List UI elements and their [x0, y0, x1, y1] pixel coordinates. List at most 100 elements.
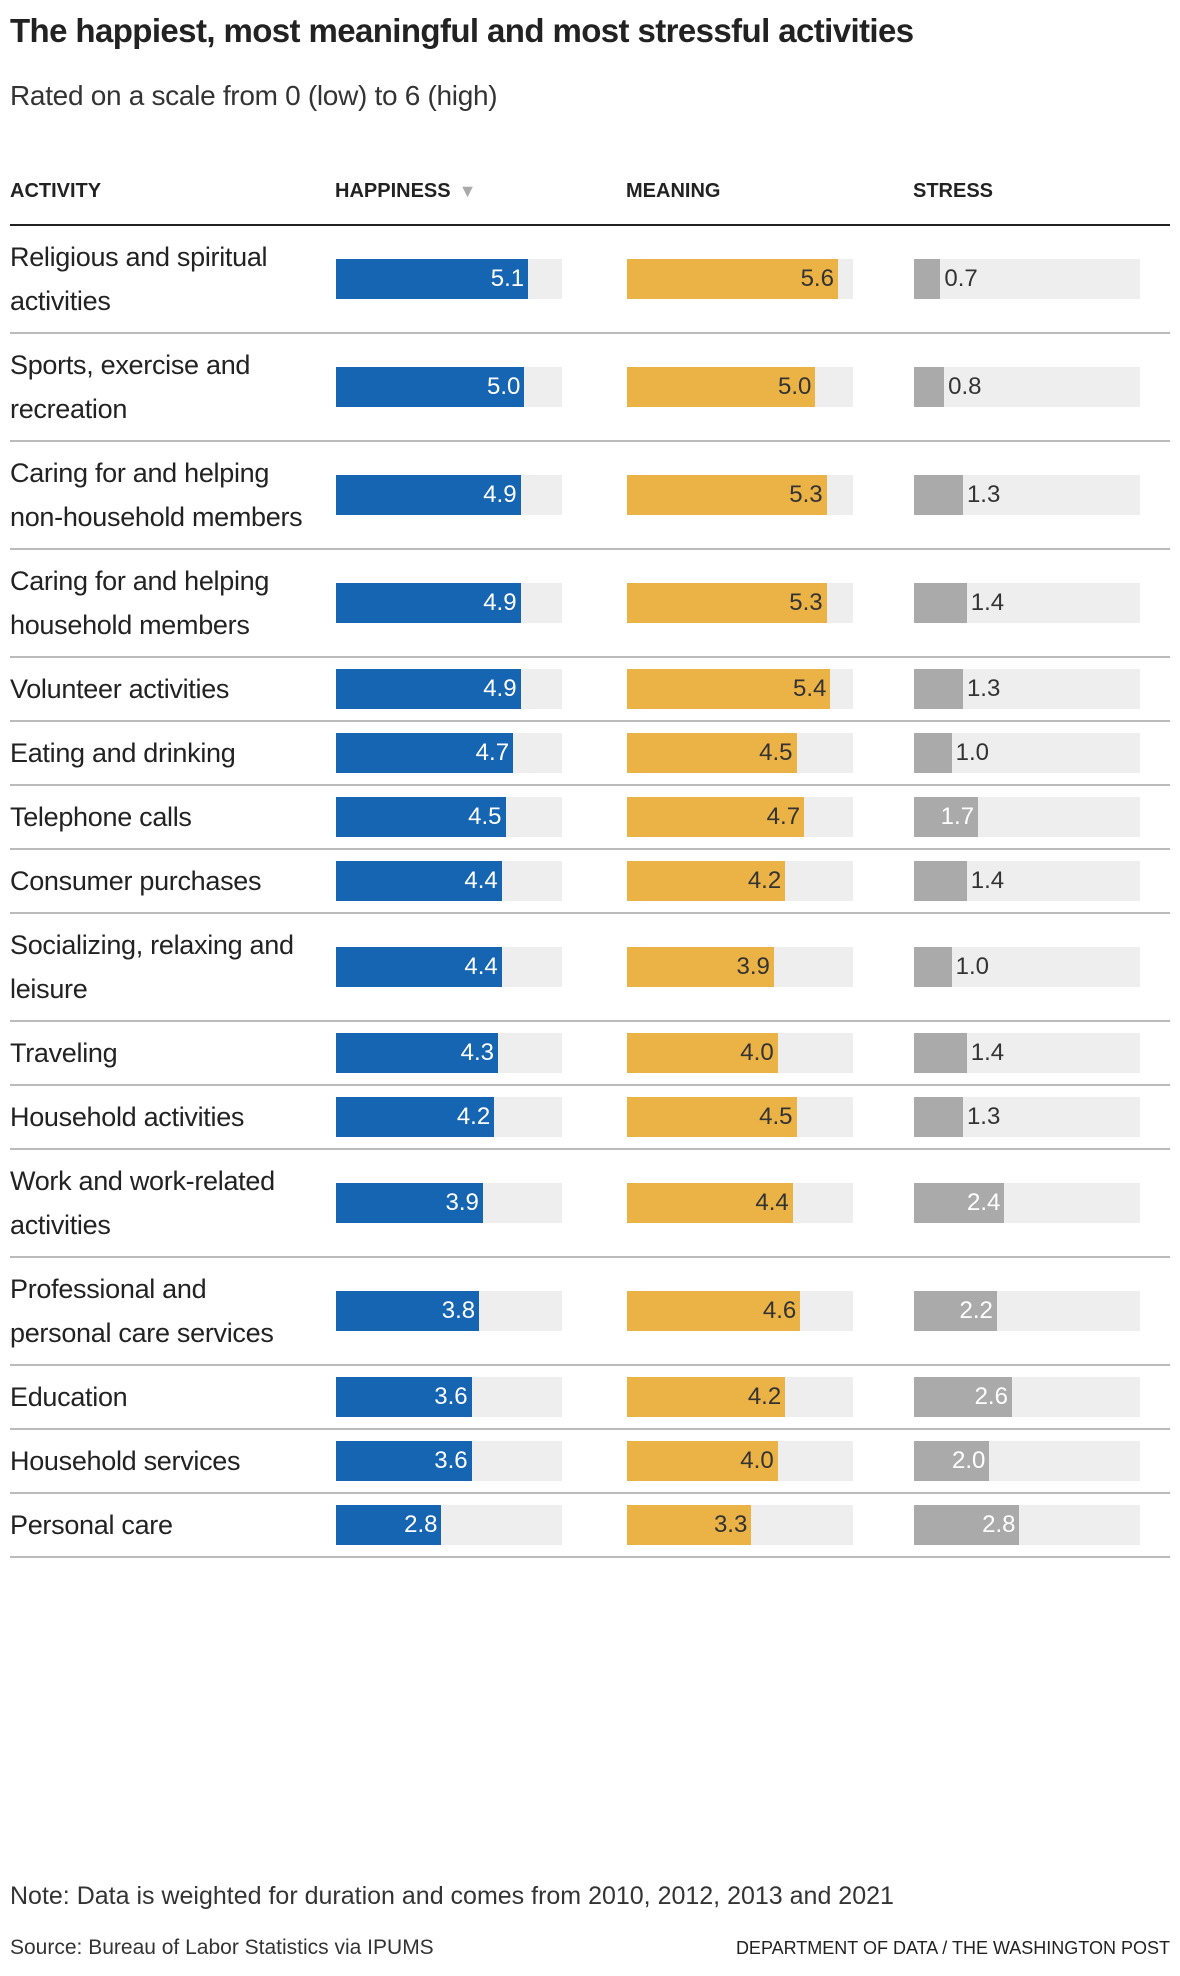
credit-line: DEPARTMENT OF DATA / THE WASHINGTON POST: [735, 1938, 1170, 1958]
happiness-bar: [336, 1033, 498, 1073]
activity-label: Volunteer activities: [10, 674, 230, 704]
activity-label: Education: [10, 1382, 128, 1412]
meaning-bar-track: 5.0: [627, 367, 853, 407]
chart-title: The happiest, most meaningful and most s…: [10, 12, 914, 49]
happiness-bar-track: 4.4: [336, 947, 562, 987]
stress-value-label: 1.3: [966, 481, 1001, 508]
happiness-value-label: 5.0: [486, 373, 521, 400]
meaning-value-label: 4.7: [766, 803, 801, 830]
table-row: Telephone calls 4.5 4.7 1.7: [10, 786, 1170, 850]
meaning-value-label: 3.3: [713, 1511, 748, 1538]
stress-value-label: 1.3: [966, 1103, 1001, 1130]
meaning-bar-track: 5.3: [627, 583, 853, 623]
table-row: Consumer purchases 4.4 4.2 1.4: [10, 850, 1170, 914]
happiness-value-label: 4.9: [483, 589, 517, 616]
stress-bar: [914, 797, 979, 837]
stress-bar-track: 2.2: [914, 1291, 1140, 1331]
happiness-bar: [336, 861, 502, 901]
stress-bar: [914, 861, 967, 901]
happiness-value-label: 4.2: [456, 1103, 491, 1130]
column-header-happiness[interactable]: HAPPINESS ▼: [335, 180, 476, 203]
happiness-bar: [336, 583, 521, 623]
stress-bar: [914, 1033, 967, 1073]
stress-bar: [914, 1377, 1012, 1417]
stress-bar: [914, 259, 941, 299]
happiness-value-label: 3.6: [434, 1447, 468, 1474]
table-row: Religious and spiritual activities 5.1 5.6…: [10, 226, 1170, 334]
meaning-bar: [627, 1441, 778, 1481]
happiness-bar-track: 2.8: [336, 1505, 562, 1545]
stress-bar-track: 2.8: [914, 1505, 1140, 1545]
column-header-stress[interactable]: STRESS: [913, 180, 994, 202]
column-header-activity[interactable]: ACTIVITY: [10, 180, 102, 202]
column-header-meaning[interactable]: MEANING: [626, 180, 721, 202]
table-row: Volunteer activities 4.9 5.4 1.3: [10, 658, 1170, 722]
stress-value-label: 2.2: [959, 1297, 993, 1324]
meaning-bar: [627, 259, 838, 299]
stress-value-label: 1.0: [955, 953, 990, 980]
stress-bar-track: 2.6: [914, 1377, 1140, 1417]
table-row: Eating and drinking 4.7 4.5 1.0: [10, 722, 1170, 786]
meaning-bar: [627, 583, 827, 623]
table-row: Caring for and helping household members…: [10, 550, 1170, 658]
happiness-bar-track: 4.3: [336, 1033, 562, 1073]
table-row: Household activities 4.2 4.5 1.3: [10, 1086, 1170, 1150]
meaning-value-label: 5.3: [789, 481, 823, 508]
stress-bar: [914, 583, 967, 623]
stress-value-label: 2.6: [974, 1383, 1008, 1410]
meaning-bar: [627, 1505, 752, 1545]
stress-bar-track: 0.7: [914, 259, 1140, 299]
meaning-value-label: 4.0: [740, 1447, 774, 1474]
activity-label: Caring for and helping household members: [10, 566, 270, 640]
table-row: Personal care 2.8 3.3 2.8: [10, 1494, 1170, 1558]
activity-label: Telephone calls: [10, 802, 192, 832]
stress-bar-track: 0.8: [914, 367, 1140, 407]
stress-value-label: 1.3: [966, 675, 1001, 702]
table-row: Work and work-related activities 3.9 4.4 2.…: [10, 1150, 1170, 1258]
happiness-bar-track: 5.1: [336, 259, 562, 299]
table-row: Professional and personal care services 3…: [10, 1258, 1170, 1366]
happiness-value-label: 4.9: [483, 675, 517, 702]
source-line: Source: Bureau of Labor Statistics via I…: [10, 1936, 434, 1959]
activity-label: Caring for and helping non-household mem…: [10, 458, 303, 532]
stress-value-label: 0.7: [944, 265, 978, 292]
stress-value-label: 1.4: [970, 1039, 1005, 1066]
table-body: Religious and spiritual activities 5.1 5.6…: [10, 226, 1170, 1558]
meaning-bar: [627, 1377, 786, 1417]
meaning-value-label: 5.6: [800, 265, 834, 292]
happiness-value-label: 2.8: [404, 1511, 438, 1538]
stress-bar-track: 1.4: [914, 1033, 1140, 1073]
footnote: Note: Data is weighted for duration and …: [10, 1882, 894, 1910]
activity-label: Traveling: [10, 1038, 118, 1068]
meaning-bar-track: 4.4: [627, 1183, 853, 1223]
stress-bar: [914, 947, 952, 987]
happiness-value-label: 4.9: [483, 481, 517, 508]
meaning-bar-track: 4.0: [627, 1033, 853, 1073]
happiness-bar-track: 4.5: [336, 797, 562, 837]
meaning-bar: [627, 1033, 778, 1073]
happiness-value-label: 5.1: [490, 265, 525, 292]
meaning-bar-track: 5.4: [627, 669, 853, 709]
stress-bar-track: 2.0: [914, 1441, 1140, 1481]
stress-bar: [914, 1183, 1005, 1223]
stress-bar-track: 1.0: [914, 733, 1140, 773]
activity-label: Professional and personal care services: [10, 1274, 274, 1348]
activity-label: Household services: [10, 1446, 241, 1476]
column-header-happiness-label: HAPPINESS: [335, 180, 451, 202]
happiness-bar-track: 3.8: [336, 1291, 562, 1331]
happiness-bar: [336, 1291, 480, 1331]
happiness-bar-track: 3.6: [336, 1441, 562, 1481]
happiness-bar-track: 4.4: [336, 861, 562, 901]
happiness-bar-track: 4.9: [336, 475, 562, 515]
meaning-bar: [627, 797, 805, 837]
activity-label: Religious and spiritual activities: [10, 242, 268, 316]
stress-bar-track: 1.3: [914, 1097, 1140, 1137]
happiness-bar-track: 5.0: [336, 367, 562, 407]
meaning-bar-track: 5.3: [627, 475, 853, 515]
stress-bar-track: 1.4: [914, 583, 1140, 623]
table-row: Education 3.6 4.2 2.6: [10, 1366, 1170, 1430]
happiness-bar: [336, 367, 525, 407]
meaning-value-label: 4.0: [740, 1039, 774, 1066]
stress-bar: [914, 1291, 997, 1331]
happiness-bar-track: 4.7: [336, 733, 562, 773]
